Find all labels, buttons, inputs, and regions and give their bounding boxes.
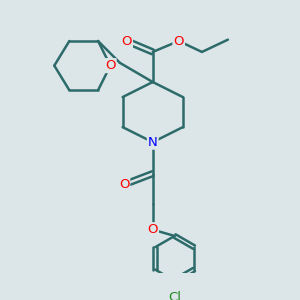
Text: O: O — [173, 34, 184, 47]
Text: Cl: Cl — [168, 291, 181, 300]
Text: O: O — [122, 34, 132, 47]
Text: O: O — [148, 223, 158, 236]
Text: O: O — [105, 59, 116, 72]
Text: N: N — [148, 136, 158, 149]
Text: O: O — [119, 178, 129, 191]
